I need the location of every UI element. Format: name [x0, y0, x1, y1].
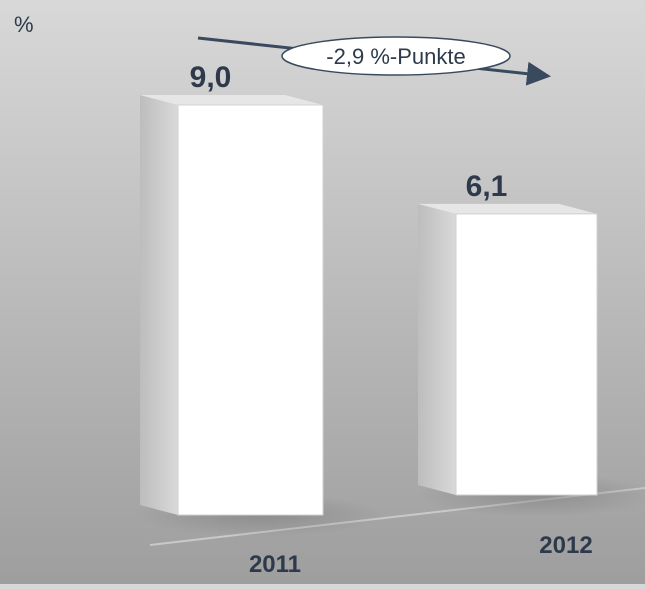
unit-label: %	[14, 12, 34, 37]
bar-top	[418, 203, 597, 214]
value-label: 6,1	[466, 170, 508, 203]
bar-side	[140, 95, 178, 515]
bar-2011	[177, 104, 324, 516]
annotation-text: -2,9 %-Punkte	[326, 44, 465, 69]
annotation-bubble	[281, 36, 511, 76]
bar-side	[418, 203, 456, 495]
value-label: 9,0	[190, 61, 232, 94]
bar-2012	[455, 213, 598, 496]
category-label: 2011	[249, 551, 301, 578]
bar-top	[140, 95, 323, 105]
category-label: 2012	[539, 532, 592, 559]
